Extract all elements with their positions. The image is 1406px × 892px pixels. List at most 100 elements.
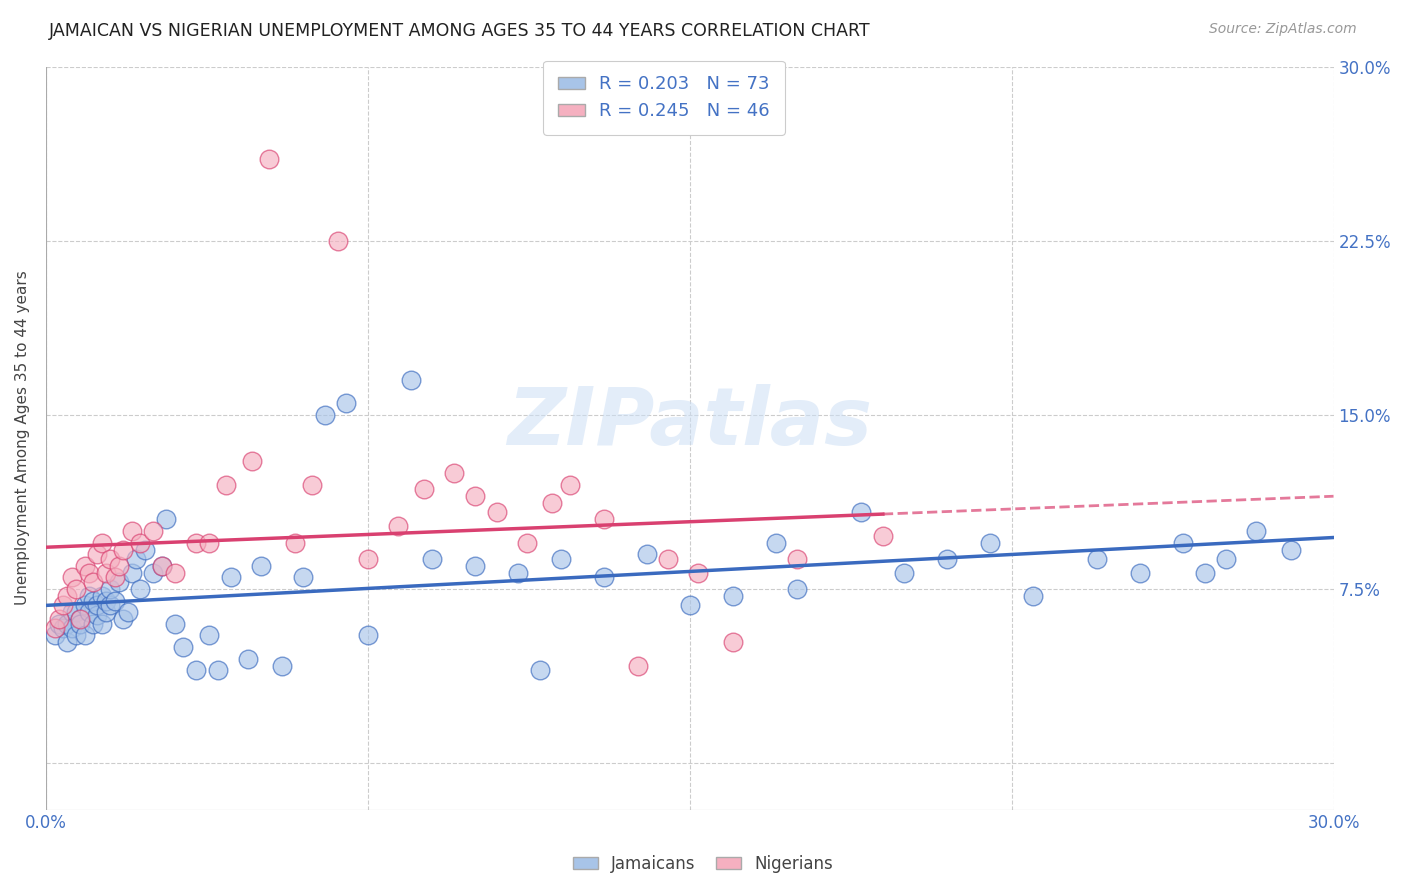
Point — [657, 551, 679, 566]
Point — [636, 547, 658, 561]
Point — [155, 512, 177, 526]
Point — [134, 542, 156, 557]
Point — [1194, 566, 1216, 580]
Point — [357, 628, 380, 642]
Point — [979, 535, 1001, 549]
Point — [94, 605, 117, 619]
Legend: Jamaicans, Nigerians: Jamaicans, Nigerians — [567, 848, 839, 880]
Point — [186, 535, 208, 549]
Point — [60, 570, 83, 584]
Point — [679, 599, 702, 613]
Text: JAMAICAN VS NIGERIAN UNEMPLOYMENT AMONG AGES 35 TO 44 YEARS CORRELATION CHART: JAMAICAN VS NIGERIAN UNEMPLOYMENT AMONG … — [49, 22, 870, 40]
Point — [112, 542, 135, 557]
Point — [52, 622, 75, 636]
Point — [1215, 551, 1237, 566]
Point — [163, 566, 186, 580]
Point — [786, 582, 808, 596]
Point — [236, 651, 259, 665]
Point — [98, 551, 121, 566]
Point — [1173, 535, 1195, 549]
Point — [52, 599, 75, 613]
Point — [112, 612, 135, 626]
Point — [257, 153, 280, 167]
Point — [86, 547, 108, 561]
Point — [1129, 566, 1152, 580]
Point — [936, 551, 959, 566]
Point — [485, 505, 508, 519]
Point — [48, 612, 70, 626]
Point — [529, 663, 551, 677]
Point — [335, 396, 357, 410]
Point — [104, 593, 127, 607]
Point — [506, 566, 529, 580]
Point — [516, 535, 538, 549]
Point — [56, 589, 79, 603]
Point — [117, 605, 139, 619]
Point — [90, 535, 112, 549]
Point — [65, 582, 87, 596]
Point — [464, 558, 486, 573]
Point — [387, 519, 409, 533]
Point — [1246, 524, 1268, 538]
Point — [60, 605, 83, 619]
Point — [893, 566, 915, 580]
Legend: R = 0.203   N = 73, R = 0.245   N = 46: R = 0.203 N = 73, R = 0.245 N = 46 — [544, 61, 785, 135]
Point — [65, 628, 87, 642]
Point — [82, 593, 104, 607]
Point — [172, 640, 194, 654]
Point — [77, 605, 100, 619]
Point — [121, 566, 143, 580]
Point — [82, 574, 104, 589]
Point — [125, 551, 148, 566]
Point — [44, 628, 66, 642]
Point — [688, 566, 710, 580]
Point — [271, 658, 294, 673]
Point — [326, 234, 349, 248]
Point — [150, 558, 173, 573]
Point — [249, 558, 271, 573]
Point — [82, 616, 104, 631]
Point — [56, 635, 79, 649]
Point — [412, 482, 434, 496]
Point — [86, 599, 108, 613]
Point — [399, 373, 422, 387]
Point — [420, 551, 443, 566]
Point — [94, 593, 117, 607]
Point — [65, 605, 87, 619]
Point — [73, 628, 96, 642]
Point — [104, 570, 127, 584]
Point — [108, 574, 131, 589]
Point — [90, 616, 112, 631]
Point — [94, 566, 117, 580]
Point — [1022, 589, 1045, 603]
Point — [98, 582, 121, 596]
Point — [77, 566, 100, 580]
Point — [765, 535, 787, 549]
Point — [90, 589, 112, 603]
Point — [129, 582, 152, 596]
Point — [69, 612, 91, 626]
Point — [207, 663, 229, 677]
Point — [721, 589, 744, 603]
Point — [443, 466, 465, 480]
Point — [121, 524, 143, 538]
Point — [150, 558, 173, 573]
Text: ZIPatlas: ZIPatlas — [508, 384, 872, 462]
Text: Source: ZipAtlas.com: Source: ZipAtlas.com — [1209, 22, 1357, 37]
Point — [872, 528, 894, 542]
Point — [69, 612, 91, 626]
Point — [142, 566, 165, 580]
Point — [198, 628, 221, 642]
Point — [142, 524, 165, 538]
Point — [163, 616, 186, 631]
Point — [1087, 551, 1109, 566]
Point — [786, 551, 808, 566]
Point — [198, 535, 221, 549]
Point — [77, 589, 100, 603]
Point — [129, 535, 152, 549]
Point — [284, 535, 307, 549]
Point — [56, 616, 79, 631]
Point — [215, 477, 238, 491]
Point — [851, 505, 873, 519]
Point — [69, 616, 91, 631]
